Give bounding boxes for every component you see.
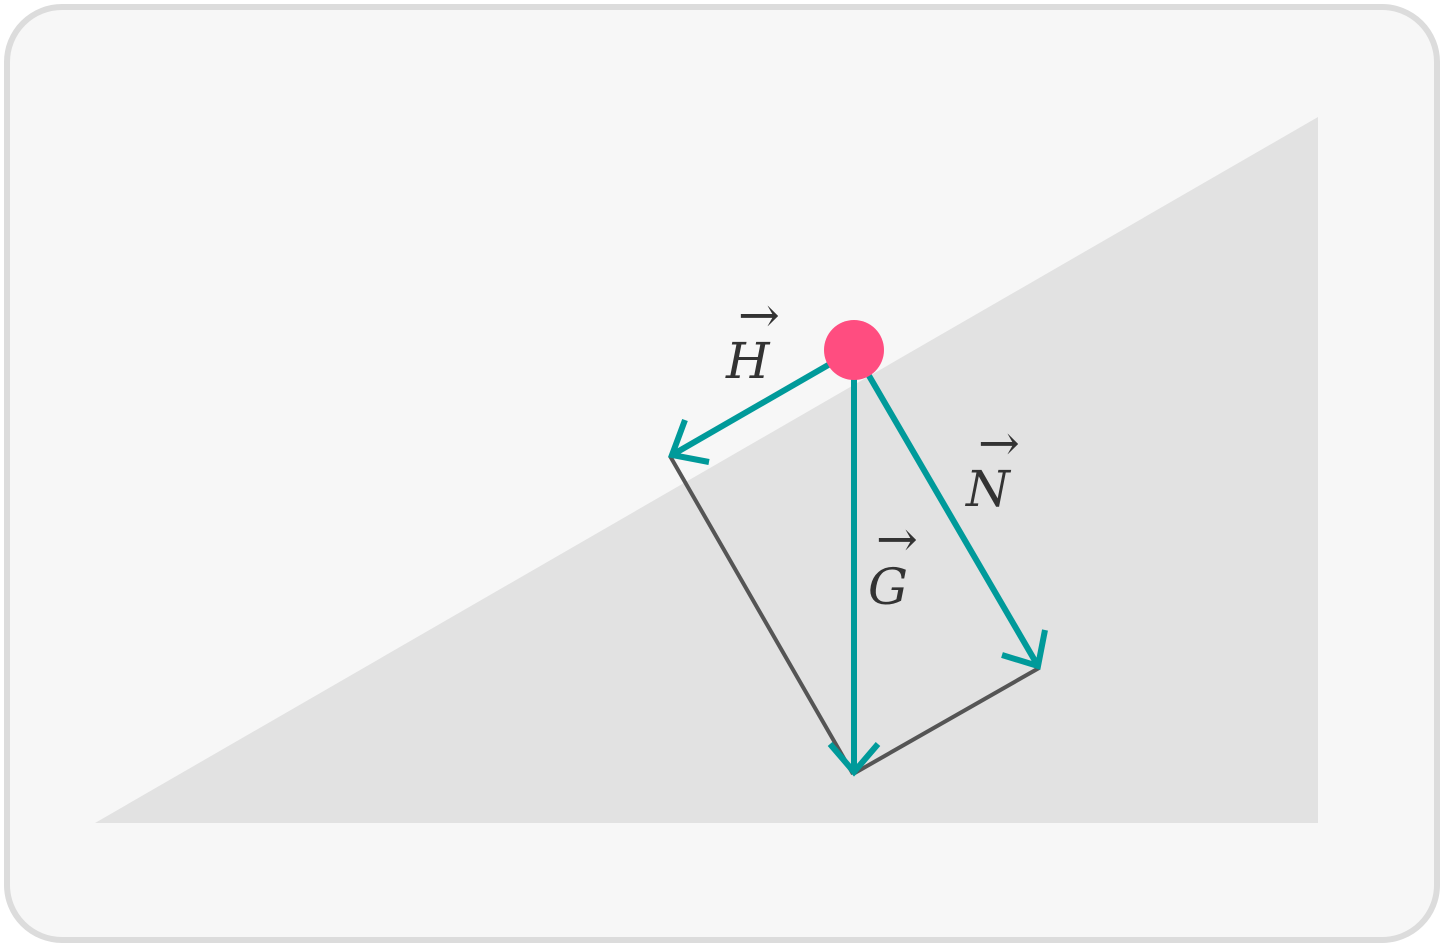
construction-line-n-to-g (852, 666, 1040, 776)
vector-g-arrow (827, 370, 881, 777)
vector-n-arrow (865, 372, 1048, 670)
label-g: G → (868, 510, 918, 616)
inclined-plane (95, 117, 1318, 823)
label-g-letter: G (868, 558, 908, 616)
label-h-letter: H (725, 332, 771, 390)
label-n: N → (965, 414, 1020, 518)
vector-h-arrow (667, 361, 832, 465)
label-h: H → (725, 286, 780, 390)
label-h-arrow: → (738, 286, 780, 344)
label-n-letter: N (965, 460, 1012, 518)
label-n-arrow: → (978, 414, 1020, 472)
label-g-arrow: → (876, 510, 918, 568)
construction-line-h-to-g (668, 455, 855, 775)
particle-dot (824, 320, 884, 380)
